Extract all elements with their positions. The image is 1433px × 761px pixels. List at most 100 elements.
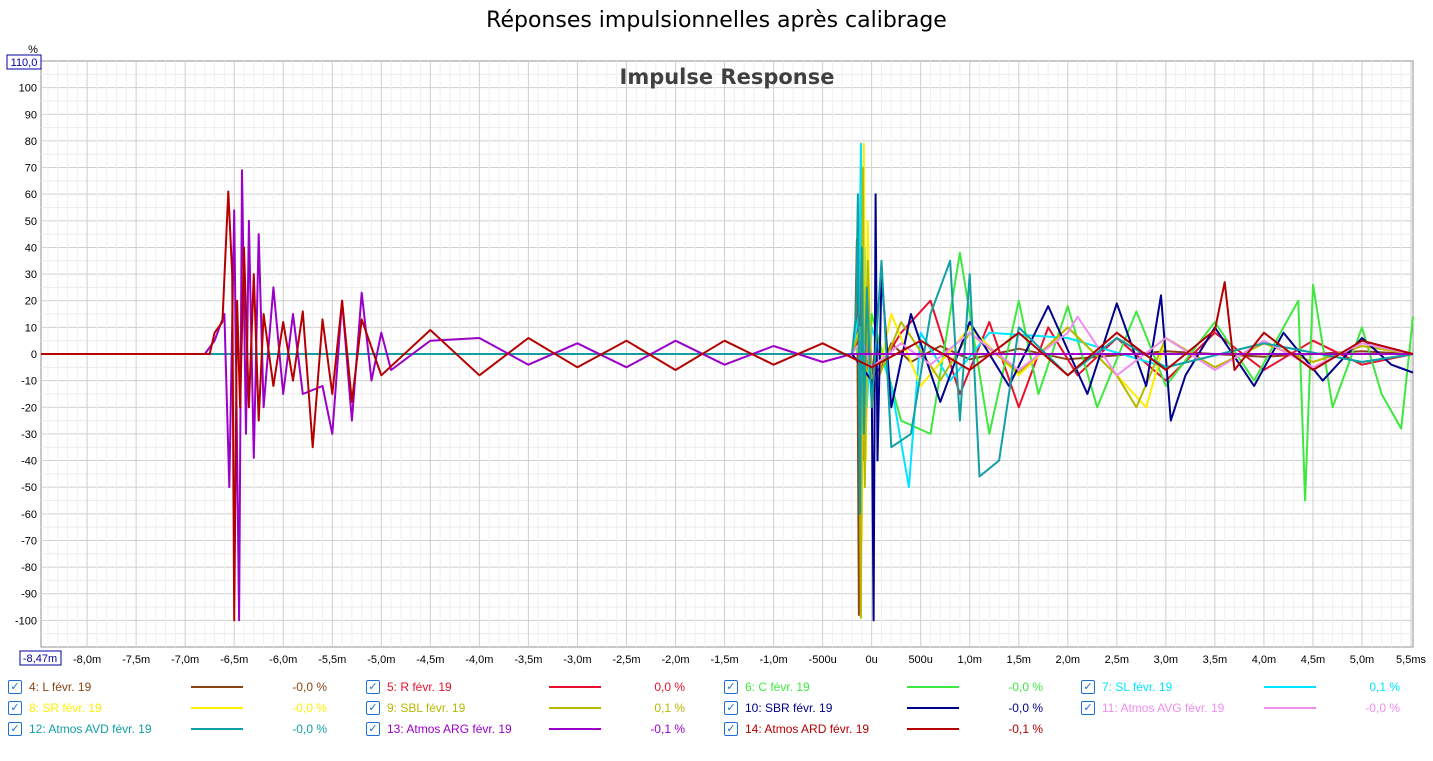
legend-label: 10: SBR févr. 19	[745, 701, 833, 715]
x-tick-label: -4,0m	[465, 654, 493, 666]
legend-value: -0,0 %	[1008, 680, 1043, 694]
legend-swatch	[191, 707, 243, 709]
y-tick-label: -70	[21, 535, 37, 547]
y-tick-label: -60	[21, 509, 37, 521]
x-tick-label: -3,5m	[514, 654, 542, 666]
y-tick-label: -20	[21, 402, 37, 414]
y-tick-label: 90	[25, 109, 37, 121]
legend-value: -0,0 %	[292, 701, 327, 715]
checkbox-icon[interactable]: ✓	[8, 680, 22, 694]
y-tick-label: 0	[31, 349, 37, 361]
legend-label: 8: SR févr. 19	[29, 701, 102, 715]
x-tick-label: 2,0m	[1056, 654, 1080, 666]
legend-swatch	[549, 728, 601, 730]
legend-item[interactable]: ✓ 10: SBR févr. 19	[724, 699, 832, 717]
legend-swatch	[1264, 707, 1316, 709]
y-max-box-value: 110,0	[11, 57, 38, 69]
y-tick-label: -30	[21, 429, 37, 441]
checkbox-icon[interactable]: ✓	[1081, 680, 1095, 694]
legend-swatch	[191, 686, 243, 688]
y-tick-label: 10	[25, 322, 37, 334]
legend-label: 7: SL févr. 19	[1102, 680, 1173, 694]
x-tick-label: 1,5m	[1007, 654, 1031, 666]
x-tick-label: -5,0m	[367, 654, 395, 666]
legend-item[interactable]: ✓ 14: Atmos ARD févr. 19	[724, 720, 869, 738]
page-title: Réponses impulsionnelles après calibrage	[486, 8, 947, 33]
legend-item[interactable]: ✓ 6: C févr. 19	[724, 678, 810, 696]
x-tick-label: 0u	[866, 654, 878, 666]
legend-item[interactable]: ✓ 13: Atmos ARG févr. 19	[366, 720, 512, 738]
y-tick-label: -100	[15, 615, 37, 627]
x-tick-label: 500u	[908, 654, 932, 666]
legend: ✓ 4: L févr. 19 -0,0 % ✓ 5: R févr. 19 0,0 % ✓…	[0, 676, 1433, 756]
legend-item[interactable]: ✓ 9: SBL févr. 19	[366, 699, 465, 717]
x-tick-label: -1,0m	[760, 654, 788, 666]
series-line-7	[41, 193, 1414, 622]
legend-label: 12: Atmos AVD févr. 19	[29, 722, 152, 736]
x-tick-label: -5,5m	[318, 654, 346, 666]
y-tick-label: 30	[25, 269, 37, 281]
legend-label: 9: SBL févr. 19	[387, 701, 466, 715]
legend-swatch	[549, 686, 601, 688]
legend-swatch	[549, 707, 601, 709]
y-tick-label: 40	[25, 242, 37, 254]
x-tick-label: -6,5m	[220, 654, 248, 666]
y-tick-label: 70	[25, 163, 37, 175]
legend-value: 0,1 %	[1369, 680, 1400, 694]
y-tick-label: 50	[25, 216, 37, 228]
legend-item[interactable]: ✓ 7: SL févr. 19	[1081, 678, 1172, 696]
legend-value: -0,0 %	[1365, 701, 1400, 715]
checkbox-icon[interactable]: ✓	[8, 722, 22, 736]
x-tick-labels: -8,0m -7,5m -7,0m -6,5m -6,0m -5,5m -5,0m -4,5m…	[73, 654, 1426, 666]
legend-swatch	[907, 686, 959, 688]
checkbox-icon[interactable]: ✓	[724, 680, 738, 694]
legend-label: 13: Atmos ARG févr. 19	[387, 722, 512, 736]
x-tick-label: -1,5m	[710, 654, 738, 666]
checkbox-icon[interactable]: ✓	[1081, 701, 1095, 715]
x-tick-label: 3,0m	[1154, 654, 1178, 666]
checkbox-icon[interactable]: ✓	[366, 722, 380, 736]
x-min-box[interactable]	[19, 650, 62, 666]
x-tick-label: 4,5m	[1301, 654, 1325, 666]
series-line-9	[41, 193, 1414, 515]
series-line-11	[41, 190, 1414, 622]
y-max-box[interactable]	[6, 54, 42, 70]
checkbox-icon[interactable]: ✓	[724, 722, 738, 736]
legend-swatch	[907, 728, 959, 730]
legend-item[interactable]: ✓ 8: SR févr. 19	[8, 699, 102, 717]
y-tick-label: -40	[21, 456, 37, 468]
x-tick-label: -8,0m	[73, 654, 101, 666]
x-tick-label: 5,0m	[1350, 654, 1374, 666]
y-tick-label: 100	[19, 83, 37, 95]
x-tick-label: 2,5m	[1105, 654, 1129, 666]
legend-item[interactable]: ✓ 12: Atmos AVD févr. 19	[8, 720, 152, 738]
y-tick-label: -10	[21, 376, 37, 388]
legend-item[interactable]: ✓ 5: R févr. 19	[366, 678, 452, 696]
y-axis-unit: %	[28, 44, 38, 56]
checkbox-icon[interactable]: ✓	[366, 701, 380, 715]
series-line-8	[41, 315, 1414, 377]
legend-value: 0,0 %	[654, 680, 685, 694]
y-tick-label: -90	[21, 589, 37, 601]
y-tick-labels: 1009080706050403020100-10-20-30-40-50-60…	[15, 83, 37, 628]
y-tick-label: 20	[25, 296, 37, 308]
y-tick-label: -50	[21, 482, 37, 494]
legend-item[interactable]: ✓ 4: L févr. 19	[8, 678, 91, 696]
legend-value: -0,1 %	[1008, 722, 1043, 736]
legend-swatch	[191, 728, 243, 730]
x-tick-label: -6,0m	[269, 654, 297, 666]
legend-label: 5: R févr. 19	[387, 680, 452, 694]
legend-label: 14: Atmos ARD févr. 19	[745, 722, 870, 736]
legend-value: 0,1 %	[654, 701, 685, 715]
y-tick-label: 80	[25, 136, 37, 148]
legend-item[interactable]: ✓ 11: Atmos AVG févr. 19	[1081, 699, 1224, 717]
series-group	[41, 142, 1414, 622]
legend-label: 4: L févr. 19	[29, 680, 92, 694]
checkbox-icon[interactable]: ✓	[724, 701, 738, 715]
checkbox-icon[interactable]: ✓	[366, 680, 380, 694]
chart-title: Impulse Response	[620, 65, 835, 89]
x-tick-label: 1,0m	[957, 654, 981, 666]
y-tick-label: 60	[25, 189, 37, 201]
x-tick-label: -3,0m	[563, 654, 591, 666]
checkbox-icon[interactable]: ✓	[8, 701, 22, 715]
